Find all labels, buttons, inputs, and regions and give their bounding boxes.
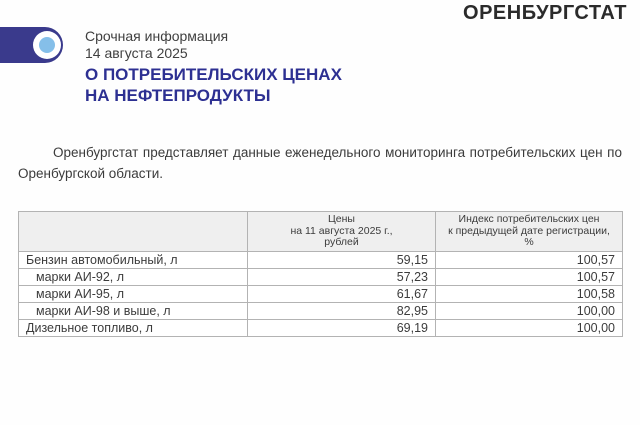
document-title-line-2: НА НЕФТЕПРОДУКТЫ [85,86,271,105]
index-cell: 100,00 [435,318,623,337]
masthead: Срочная информация 14 августа 2025 О ПОТ… [85,28,342,106]
item-cell: марки АИ-98 и выше, л [18,301,248,320]
col-header-index: Индекс потребительских цен к предыдущей … [435,211,623,252]
item-cell: марки АИ-95, л [18,284,248,303]
price-cell: 57,23 [247,267,436,286]
brand-title: ОРЕНБУРГСТАТ [463,2,627,24]
price-table: Цены на 11 августа 2025 г., рублей Индек… [18,211,623,337]
price-cell: 61,67 [247,284,436,303]
item-cell: Бензин автомобильный, л [18,250,248,269]
item-cell: марки АИ-92, л [18,267,248,286]
price-cell: 59,15 [247,250,436,269]
release-date: 14 августа 2025 [85,44,188,61]
item-cell: Дизельное топливо, л [18,318,248,337]
urgency-label: Срочная информация [85,28,229,44]
table-row: марки АИ-95, л 61,67 100,58 [18,284,623,303]
table-row: марки АИ-92, л 57,23 100,57 [18,267,623,286]
orenburgstat-logo [0,27,63,63]
logo-ring [33,31,61,59]
index-cell: 100,58 [435,284,623,303]
price-table-body: Бензин автомобильный, л 59,15 100,57 мар… [18,250,623,337]
document-title-line-1: О ПОТРЕБИТЕЛЬСКИХ ЦЕНАХ [85,65,342,84]
price-cell: 82,95 [247,301,436,320]
document-title: О ПОТРЕБИТЕЛЬСКИХ ЦЕНАХ НА НЕФТЕПРОДУКТЫ [85,64,342,106]
logo-dot-icon [39,37,55,53]
index-cell: 100,57 [435,267,623,286]
price-cell: 69,19 [247,318,436,337]
table-row: Дизельное топливо, л 69,19 100,00 [18,318,623,337]
price-table-header: Цены на 11 августа 2025 г., рублей Индек… [18,211,623,252]
index-cell: 100,57 [435,250,623,269]
col-header-item [18,211,248,252]
index-cell: 100,00 [435,301,623,320]
table-row: Бензин автомобильный, л 59,15 100,57 [18,250,623,269]
col-header-price: Цены на 11 августа 2025 г., рублей [247,211,436,252]
header-row: Цены на 11 августа 2025 г., рублей Индек… [18,211,623,252]
table-row: марки АИ-98 и выше, л 82,95 100,00 [18,301,623,320]
intro-paragraph: Оренбургстат представляет данные еженеде… [18,145,622,181]
